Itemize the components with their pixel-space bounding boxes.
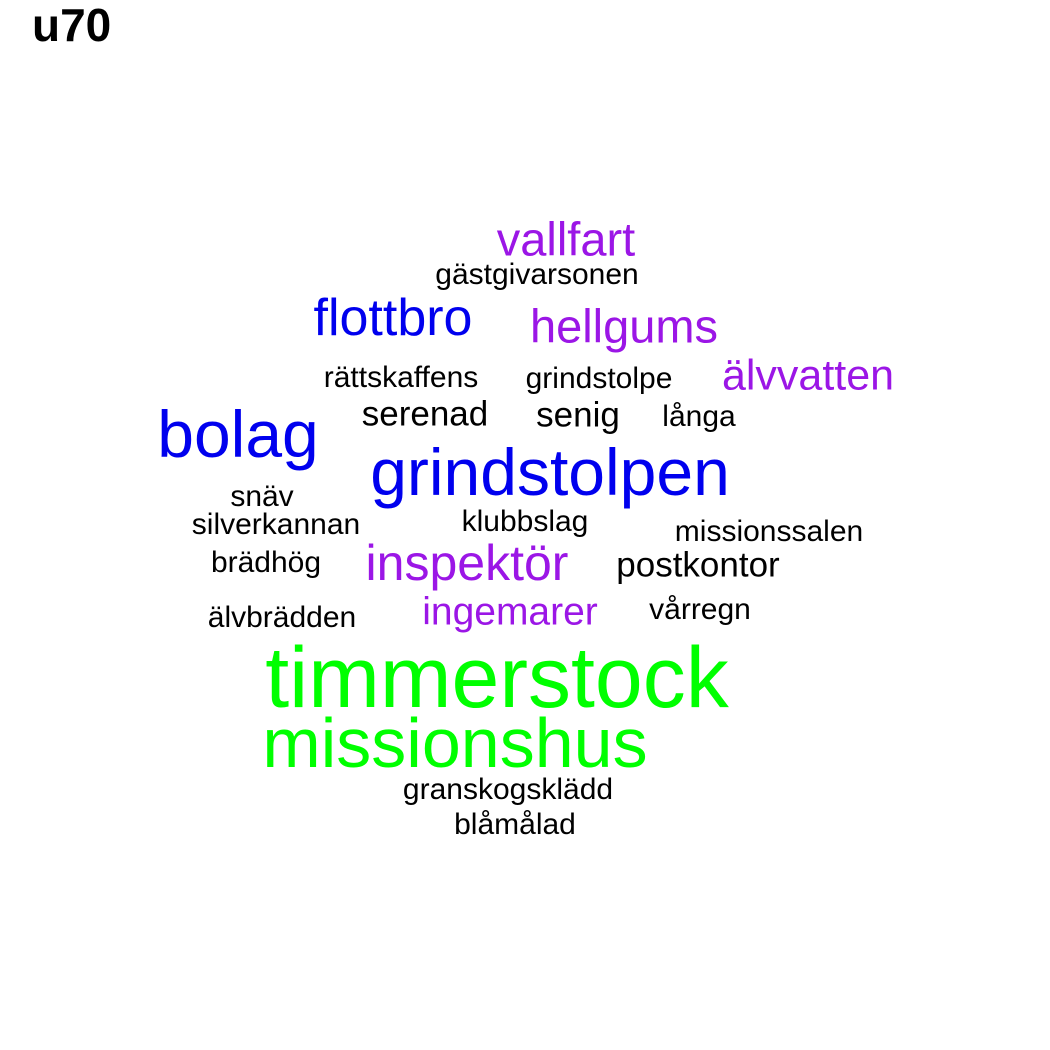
cloud-word: granskogsklädd [402, 773, 614, 806]
cloud-word: älvbrädden [207, 601, 357, 634]
cloud-title: u70 [32, 0, 112, 51]
cloud-word: missionshus [262, 704, 648, 782]
cloud-word: grindstolpen [370, 435, 730, 509]
cloud-word: inspektör [365, 535, 569, 591]
cloud-word: gästgivarsonen [435, 258, 639, 291]
cloud-word: grindstolpe [525, 362, 673, 395]
cloud-word: bolag [157, 397, 319, 471]
cloud-word: postkontor [616, 545, 780, 585]
cloud-word: hellgums [529, 299, 719, 353]
cloud-word: vårregn [649, 593, 751, 626]
cloud-word: älvvatten [721, 351, 895, 400]
cloud-word: brädhög [210, 546, 322, 579]
cloud-word: missionssalen [674, 515, 864, 548]
cloud-word: blåmålad [454, 808, 576, 841]
cloud-word: rättskaffens [323, 361, 479, 394]
cloud-word: silverkannan [191, 508, 361, 541]
cloud-word: vallfart [496, 212, 636, 266]
cloud-word: klubbslag [461, 505, 589, 538]
cloud-word: senig [536, 395, 620, 435]
cloud-word: serenad [361, 394, 489, 434]
cloud-word: snäv [230, 480, 294, 513]
cloud-word: flottbro [313, 289, 473, 347]
cloud-word: långa [662, 400, 736, 433]
cloud-word: timmerstock [265, 630, 729, 726]
cloud-word: ingemarer [422, 590, 598, 634]
